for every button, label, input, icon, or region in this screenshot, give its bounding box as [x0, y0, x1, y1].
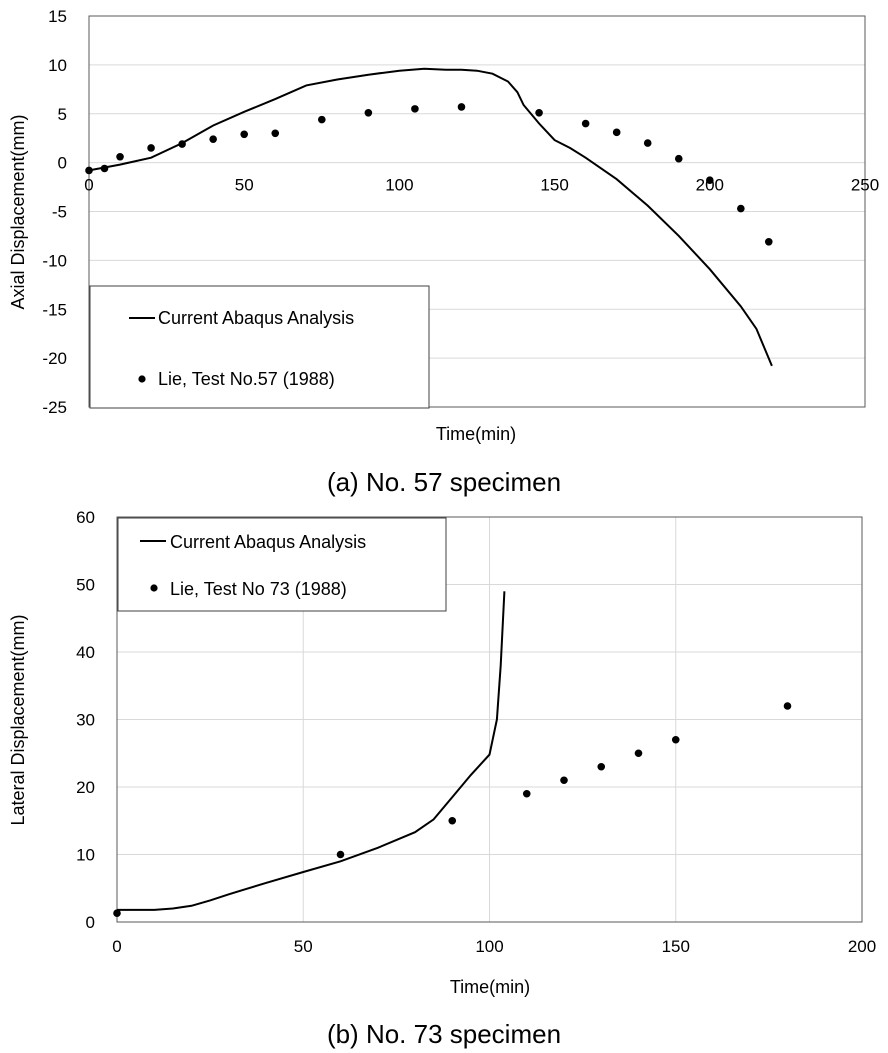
chart-a-y-tick-label: 15: [48, 7, 67, 26]
chart-a-test-point: [612, 128, 621, 137]
chart-a-x-tick-label: 150: [540, 176, 568, 195]
chart-a-y-tick-label: -25: [42, 398, 67, 417]
chart-b-lines: [117, 591, 506, 911]
chart-a-test-point: [581, 119, 590, 128]
chart-a-test-point: [764, 238, 773, 246]
chart-a-plot-frame: [88, 15, 866, 408]
chart-a-x-tick-label: 250: [851, 176, 879, 195]
chart-a-analysis-line: [88, 67, 773, 367]
chart-b-test-point: [597, 762, 606, 771]
chart-b-test-point: [522, 789, 531, 798]
chart-a-lines: [88, 67, 773, 367]
chart-b-x-tick-label: 50: [294, 937, 313, 956]
chart-a-legend-label-test: Lie, Test No.57 (1988): [158, 369, 335, 389]
chart-a-caption: (a) No. 57 specimen: [327, 467, 561, 497]
chart-b-points: [113, 702, 792, 918]
chart-b-x-axis-label: Time(min): [450, 977, 530, 997]
chart-b-test-point: [448, 816, 457, 825]
chart-a-test-point: [674, 154, 683, 163]
chart-b-y-tick-label: 60: [76, 508, 95, 527]
chart-a-test-point: [85, 166, 93, 175]
chart-a-y-tick-label: -20: [42, 349, 67, 368]
chart-b-legend-marker-swatch: [150, 584, 158, 592]
chart-a-y-tick-label: -15: [42, 300, 67, 319]
chart-a-test-point: [209, 135, 217, 143]
chart-a-y-tick-label: 10: [48, 56, 67, 75]
chart-b-analysis-line: [117, 591, 506, 911]
chart-a-test-point: [178, 140, 186, 148]
chart-a-x-tick-label: 200: [696, 176, 724, 195]
chart-b-test-point: [113, 909, 121, 918]
chart-b-y-tick-labels: 60 50 40 30 20 10 0: [76, 508, 95, 932]
chart-a-test-point: [318, 115, 326, 124]
chart-b-y-tick-label: 30: [76, 711, 95, 730]
chart-b-test-point: [336, 850, 345, 859]
chart-a-test-point: [271, 129, 280, 138]
chart-a-test-point: [411, 105, 419, 113]
chart-a-y-axis-label: Axial Displacement(mm): [8, 114, 28, 309]
chart-b-x-tick-label: 0: [112, 937, 121, 956]
chart-b-legend-label-test: Lie, Test No 73 (1988): [170, 579, 347, 599]
chart-b-test-point: [634, 749, 643, 758]
chart-a-y-tick-label: 0: [58, 154, 67, 173]
chart-a-test-point: [643, 139, 652, 147]
chart-a-y-tick-label: 5: [58, 105, 67, 124]
chart-b-legend-label-analysis: Current Abaqus Analysis: [170, 532, 366, 552]
chart-b-x-tick-label: 150: [662, 937, 690, 956]
chart-a-x-tick-label: 0: [84, 176, 93, 195]
chart-a-x-tick-labels: 0 50 100 150 200 250: [84, 176, 879, 195]
chart-a-test-point: [116, 152, 124, 161]
chart-b-y-tick-label: 0: [86, 913, 95, 932]
chart-a-test-point: [100, 164, 109, 173]
chart-a-test-point: [737, 204, 745, 213]
chart-a-x-tick-label: 50: [235, 176, 254, 195]
chart-b-x-tick-label: 100: [475, 937, 503, 956]
chart-b-y-tick-label: 10: [76, 846, 95, 865]
chart-a-legend-marker-swatch: [138, 375, 146, 383]
chart-b-caption: (b) No. 73 specimen: [327, 1019, 561, 1049]
chart-b-test-point: [671, 735, 680, 744]
chart-a-y-tick-label: -10: [42, 251, 67, 270]
chart-a-test-point: [535, 108, 543, 117]
chart-b-x-tick-label: 200: [848, 937, 876, 956]
chart-a-legend-label-analysis: Current Abaqus Analysis: [158, 308, 354, 328]
chart-a-test-point: [457, 103, 466, 111]
chart-a-test-point: [706, 176, 714, 185]
chart-b-test-point: [560, 776, 568, 785]
chart-a-test-point: [364, 108, 373, 117]
chart-b-y-axis-label: Lateral Displacement(mm): [8, 614, 28, 825]
chart-a-test-point: [240, 130, 248, 139]
chart-a-points: [85, 103, 773, 246]
chart-a-y-tick-label: -5: [52, 203, 67, 222]
chart-b-y-tick-label: 50: [76, 576, 95, 595]
chart-a-test-point: [147, 144, 155, 152]
chart-a-y-tick-labels: 15 10 5 0 -5 -10 -15 -20 -25: [42, 7, 67, 417]
chart-b-y-tick-label: 40: [76, 643, 95, 662]
chart-b-y-tick-label: 20: [76, 778, 95, 797]
chart-a-legend: [89, 285, 430, 409]
chart-a-x-axis-label: Time(min): [436, 424, 516, 444]
chart-a-x-tick-label: 100: [385, 176, 413, 195]
chart-b-test-point: [783, 702, 792, 710]
chart-b-plot-frame: [116, 516, 863, 923]
chart-b-legend: [117, 517, 447, 612]
chart-b-x-tick-labels: 0 50 100 150 200: [112, 937, 876, 956]
